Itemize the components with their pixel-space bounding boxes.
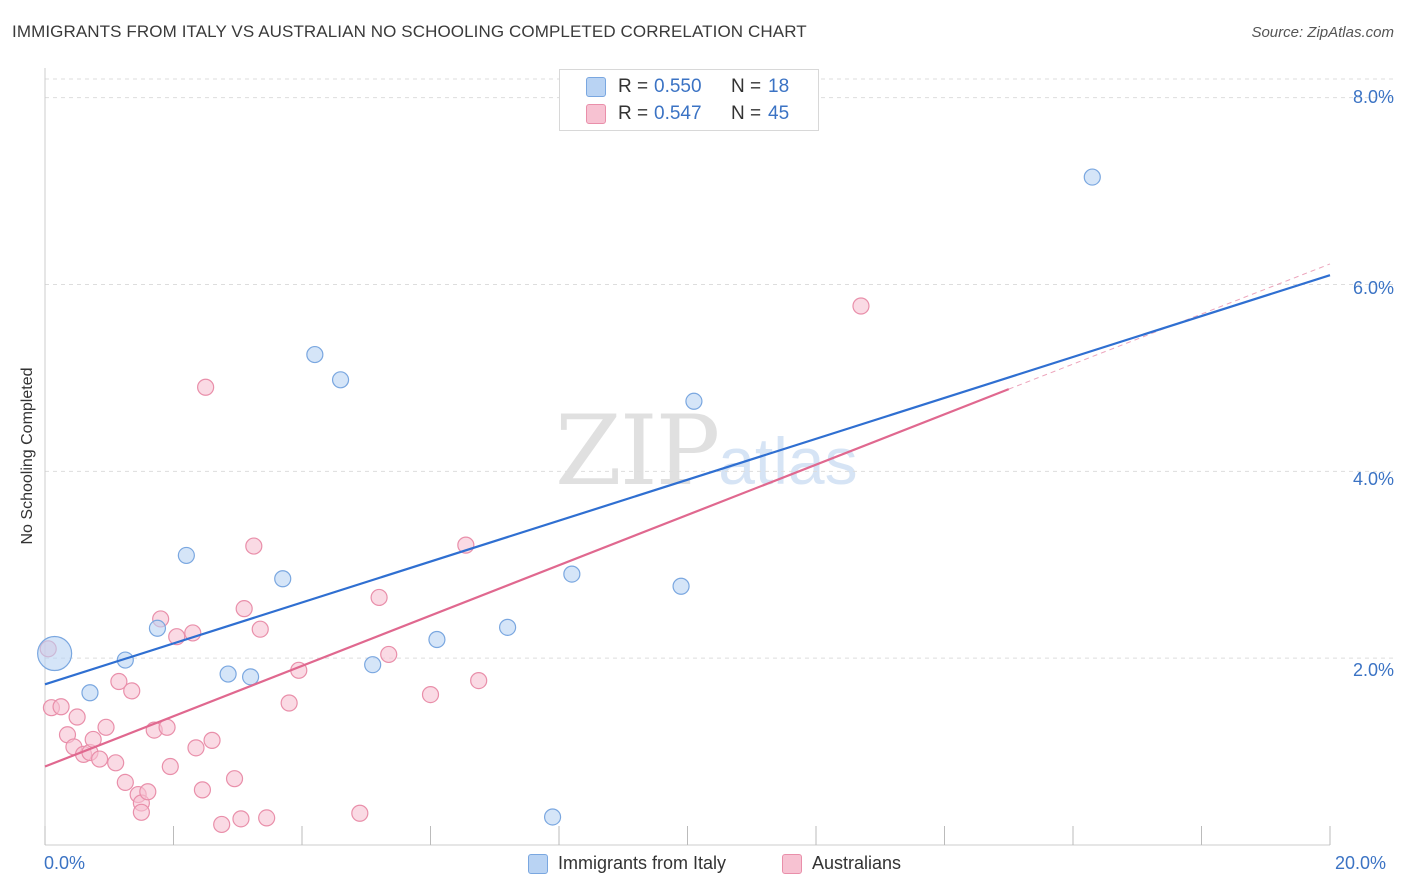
italy-point bbox=[274, 570, 292, 588]
italy-point bbox=[364, 656, 382, 674]
italy-point bbox=[219, 665, 237, 683]
legend-swatch-australians bbox=[586, 104, 606, 124]
australians-trend-line bbox=[44, 388, 1010, 768]
y-tick-6: 6.0% bbox=[1352, 278, 1394, 298]
bottom-legend-swatch-italy bbox=[528, 854, 548, 874]
australians-point bbox=[280, 694, 298, 712]
legend-n-value: 18 bbox=[768, 76, 790, 97]
australians-point bbox=[852, 297, 870, 315]
chart-title: IMMIGRANTS FROM ITALY VS AUSTRALIAN NO S… bbox=[12, 22, 807, 41]
italy-point bbox=[306, 345, 324, 364]
bottom-legend-label-australians: Australians bbox=[812, 853, 902, 873]
australians-point bbox=[132, 803, 150, 821]
italy-point bbox=[1083, 168, 1101, 186]
legend-n-label: N = bbox=[731, 76, 762, 97]
australians-point bbox=[470, 671, 488, 690]
x-tick-min: 0.0% bbox=[44, 853, 86, 873]
australians-point bbox=[52, 698, 70, 716]
italy-point bbox=[177, 546, 195, 565]
italy-point bbox=[428, 630, 446, 649]
legend-r-label: R = bbox=[618, 76, 649, 97]
y-tick-4: 4.0% bbox=[1352, 469, 1394, 489]
australians-point bbox=[251, 620, 269, 638]
y-tick-2: 2.0% bbox=[1352, 660, 1394, 680]
bottom-legend-label-italy: Immigrants from Italy bbox=[558, 853, 727, 873]
legend-r-label: R = bbox=[618, 103, 649, 124]
watermark: ZIPatlas bbox=[555, 395, 858, 507]
italy-point bbox=[543, 808, 562, 826]
italy-point bbox=[242, 668, 260, 686]
australians-point bbox=[258, 809, 276, 827]
australians-point bbox=[123, 682, 141, 700]
australians-point bbox=[68, 708, 86, 726]
australians-point bbox=[116, 773, 134, 792]
x-tick-max: 20.0% bbox=[1335, 853, 1387, 873]
legend-r-value: 0.547 bbox=[654, 103, 702, 124]
australians-point bbox=[139, 783, 157, 801]
italy-point bbox=[331, 371, 350, 389]
australians-point bbox=[213, 815, 231, 834]
australians-point bbox=[421, 686, 440, 704]
australians-point bbox=[225, 770, 244, 788]
stats-legend: R = 0.550 N = 18 R = 0.547 N = 45 bbox=[559, 69, 819, 131]
australians-point bbox=[161, 757, 179, 776]
legend-n-label: N = bbox=[731, 103, 762, 124]
watermark-atlas: atlas bbox=[718, 424, 858, 498]
bottom-legend-swatch-australians bbox=[782, 854, 802, 874]
italy-trend-line bbox=[44, 274, 1331, 686]
australians-point bbox=[193, 781, 212, 799]
italy-point bbox=[116, 651, 134, 669]
italy-point bbox=[685, 392, 703, 410]
italy-point bbox=[672, 577, 690, 595]
source-label: Source: ZipAtlas.com bbox=[1251, 24, 1394, 41]
legend-n-value: 45 bbox=[768, 103, 790, 124]
legend-r-value: 0.550 bbox=[654, 76, 702, 97]
australians-point bbox=[110, 672, 128, 691]
italy-point bbox=[81, 684, 99, 702]
australians-point bbox=[91, 750, 109, 768]
italy-point bbox=[499, 618, 517, 636]
y-tick-8: 8.0% bbox=[1352, 87, 1394, 107]
australians-point bbox=[197, 378, 215, 396]
australians-point bbox=[187, 739, 205, 757]
italy-point-large bbox=[37, 635, 73, 672]
australians-point bbox=[235, 600, 253, 618]
australians-point bbox=[245, 537, 263, 555]
australians-point bbox=[232, 810, 250, 828]
italy-point bbox=[148, 619, 167, 637]
legend-swatch-italy bbox=[586, 77, 606, 97]
italy-point bbox=[563, 565, 581, 583]
australians-point bbox=[380, 645, 398, 664]
australians-point bbox=[97, 718, 115, 736]
australians-point bbox=[351, 804, 369, 822]
australians-point bbox=[370, 588, 388, 607]
watermark-zip: ZIP bbox=[555, 395, 720, 507]
australians-point bbox=[203, 731, 221, 749]
australians-point bbox=[107, 754, 125, 772]
